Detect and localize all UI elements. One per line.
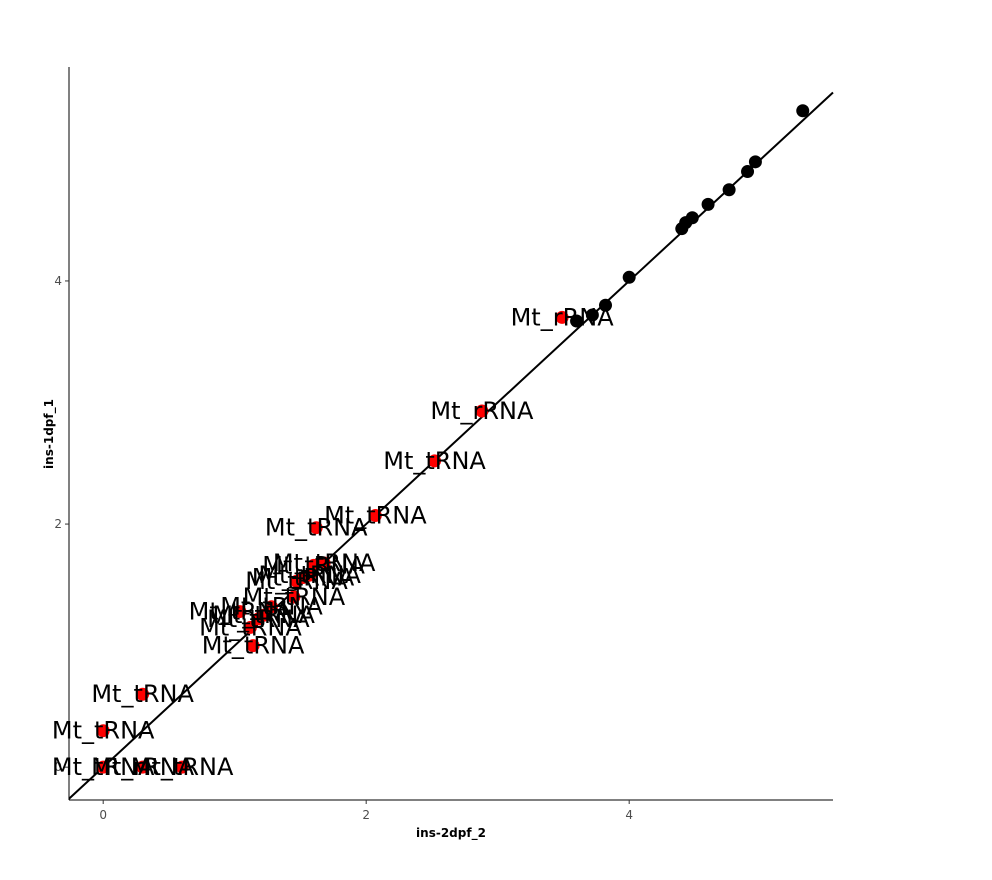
point-labels: Mt_rRNAMt_rRNAMt_tRNAMt_tRNAMt_tRNAMt_tR… bbox=[52, 303, 614, 781]
highlight-point bbox=[251, 612, 265, 626]
highlight-point bbox=[233, 605, 247, 619]
ticks: 0 2 4 0 2 4 bbox=[54, 274, 633, 822]
highlight-point bbox=[475, 404, 489, 418]
point-label: Mt_rRNA bbox=[430, 397, 534, 425]
point-label: Mt_tRNA bbox=[52, 753, 155, 781]
highlight-point bbox=[96, 724, 110, 738]
highlight-point bbox=[96, 760, 110, 774]
y-tick-label: 0 bbox=[54, 760, 62, 774]
highlight-point bbox=[287, 590, 301, 604]
data-point bbox=[585, 308, 599, 322]
point-label: Mt_tRNA bbox=[131, 753, 234, 781]
x-axis-title: ins-2dpf_2 bbox=[416, 826, 486, 841]
data-points bbox=[96, 104, 810, 774]
y-tick-label: 2 bbox=[54, 517, 62, 531]
y-axis-title: ins-1dpf_1 bbox=[42, 399, 57, 469]
point-label: Mt_tRNA bbox=[220, 593, 323, 621]
point-label: Mt_tRNA bbox=[258, 561, 361, 589]
highlight-point bbox=[175, 760, 189, 774]
data-point bbox=[622, 270, 636, 284]
point-label: Mt_tRNA bbox=[383, 447, 486, 475]
point-label: Mt_tRNA bbox=[265, 514, 368, 542]
highlight-point bbox=[309, 521, 323, 535]
data-point bbox=[701, 197, 715, 211]
highlight-point bbox=[243, 620, 257, 634]
highlight-point bbox=[136, 760, 150, 774]
y-tick-label: 4 bbox=[54, 274, 62, 288]
point-label: Mt_tRNA bbox=[324, 502, 427, 530]
point-label: Mt_tRNA bbox=[199, 613, 302, 641]
highlight-point bbox=[136, 687, 150, 701]
x-tick-label: 0 bbox=[99, 808, 107, 822]
highlight-point bbox=[246, 639, 260, 653]
data-point bbox=[570, 314, 584, 328]
point-label: Mt_rRNA bbox=[511, 303, 615, 331]
point-label: Mt_tRNA bbox=[245, 567, 348, 595]
highlight-point bbox=[289, 574, 303, 588]
point-label: Mt_tRNA bbox=[202, 632, 305, 660]
point-label: Mt_tRNA bbox=[262, 551, 365, 579]
point-label: Mt_tRNA bbox=[207, 605, 310, 633]
data-point bbox=[685, 211, 699, 225]
x-tick-label: 2 bbox=[362, 808, 370, 822]
point-label: Mt_tRNA bbox=[273, 549, 376, 577]
data-point bbox=[748, 155, 762, 169]
x-tick-label: 4 bbox=[625, 808, 633, 822]
point-label: Mt_rRNA bbox=[91, 753, 195, 781]
highlight-point bbox=[368, 509, 382, 523]
highlight-point bbox=[428, 454, 442, 468]
data-point bbox=[599, 298, 613, 312]
point-label: Mt_tRNA bbox=[243, 583, 346, 611]
highlight-point bbox=[317, 556, 331, 570]
data-point bbox=[722, 183, 736, 197]
point-label: Mt_tRNA bbox=[189, 598, 292, 626]
point-label: Mt_tRNA bbox=[212, 601, 315, 629]
point-label: Mt_tRNA bbox=[91, 680, 194, 708]
axes bbox=[68, 67, 833, 801]
point-label: Mt_tRNA bbox=[252, 564, 355, 592]
data-point bbox=[796, 104, 810, 118]
data-point bbox=[741, 165, 755, 179]
highlight-point bbox=[307, 558, 321, 572]
point-label: Mt_tRNA bbox=[52, 717, 155, 745]
highlight-point bbox=[265, 600, 279, 614]
highlight-point bbox=[555, 310, 569, 324]
